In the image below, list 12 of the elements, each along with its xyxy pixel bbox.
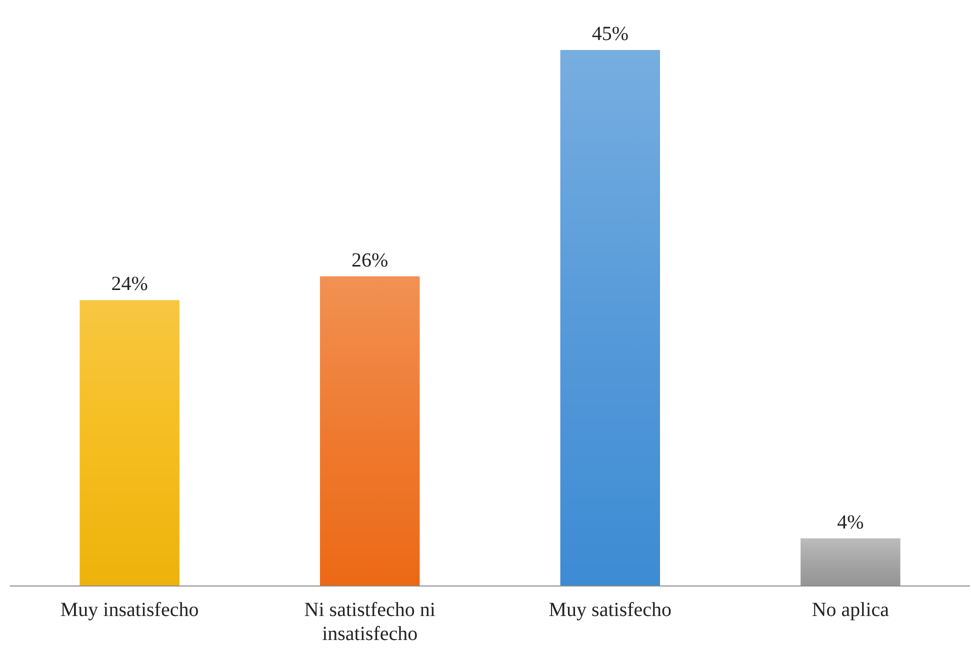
data-label: 4% xyxy=(837,511,864,534)
x-tick-label: Ni satistfecho ni insatisfecho xyxy=(304,599,436,645)
x-tick-label: Muy satisfecho xyxy=(548,599,672,621)
bar xyxy=(800,538,900,586)
bar xyxy=(320,276,420,586)
data-label: 26% xyxy=(352,249,388,272)
data-label: 24% xyxy=(111,273,148,296)
bar xyxy=(80,300,180,586)
bar xyxy=(560,50,660,586)
data-label: 45% xyxy=(592,23,628,45)
x-tick-label: No aplica xyxy=(812,599,890,621)
x-tick-label: Muy insatisfecho xyxy=(60,599,199,621)
